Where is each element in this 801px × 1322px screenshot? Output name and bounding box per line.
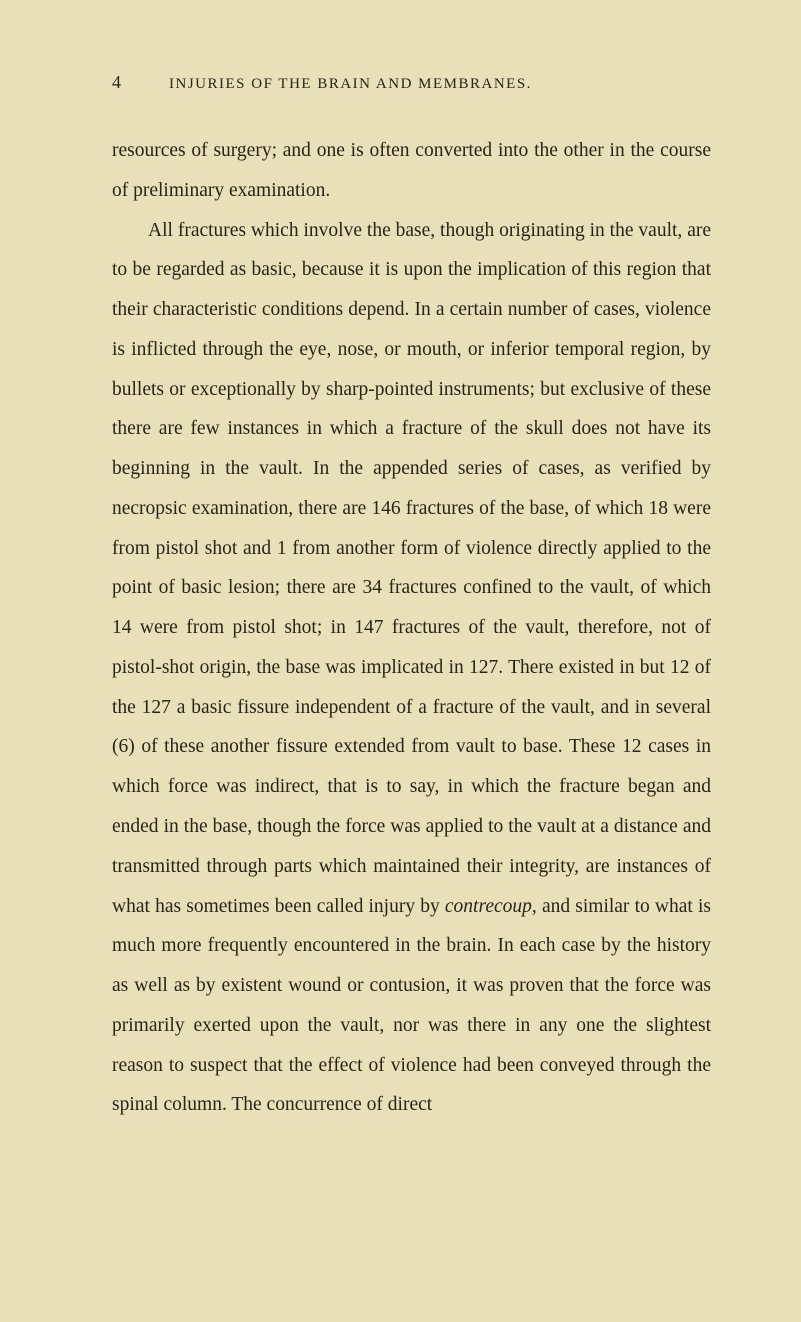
paragraph-text-part1: All fractures which involve the base, th… [112, 220, 711, 917]
body-text: resources of surgery; and one is often c… [112, 131, 711, 1125]
chapter-title: INJURIES OF THE BRAIN AND MEMBRANES. [169, 76, 532, 93]
paragraph-main: All fractures which involve the base, th… [112, 211, 711, 1126]
page-header: 4 INJURIES OF THE BRAIN AND MEMBRANES. [112, 72, 711, 93]
italic-term: contrecoup [445, 896, 532, 917]
page-number: 4 [112, 72, 121, 93]
paragraph-text-part2: , and similar to what is much more frequ… [112, 896, 711, 1116]
paragraph-continuation: resources of surgery; and one is often c… [112, 131, 711, 211]
page-container: 4 INJURIES OF THE BRAIN AND MEMBRANES. r… [0, 0, 801, 1322]
